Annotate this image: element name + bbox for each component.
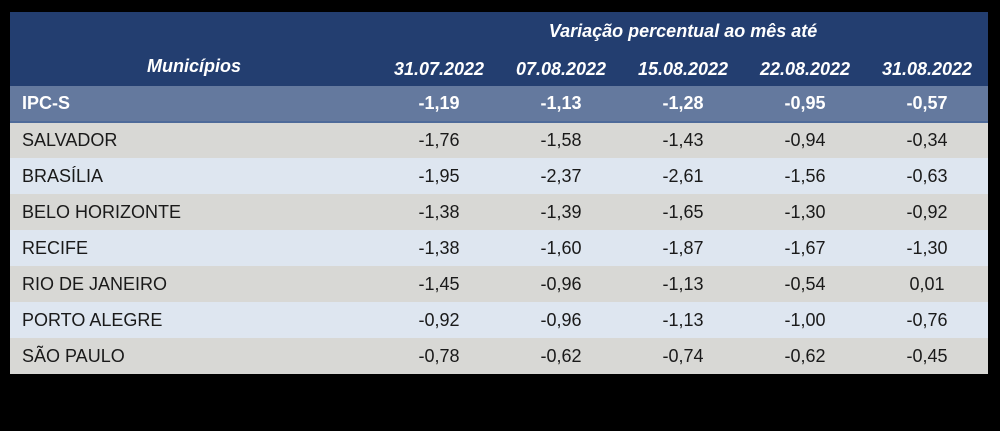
cell-value: -1,38 bbox=[378, 194, 500, 230]
row-label: IPC-S bbox=[10, 86, 378, 123]
cell-value: -2,37 bbox=[500, 158, 622, 194]
row-label: PORTO ALEGRE bbox=[10, 302, 378, 338]
cell-value: -1,00 bbox=[744, 302, 866, 338]
cell-value: -0,92 bbox=[378, 302, 500, 338]
cell-value: -2,61 bbox=[622, 158, 744, 194]
row-label: SALVADOR bbox=[10, 122, 378, 158]
column-header-date-4: 22.08.2022 bbox=[744, 50, 866, 86]
cell-value: -1,19 bbox=[378, 86, 500, 123]
cell-value: -0,96 bbox=[500, 302, 622, 338]
row-label: BELO HORIZONTE bbox=[10, 194, 378, 230]
cell-value: -0,95 bbox=[744, 86, 866, 123]
cell-value: -1,13 bbox=[622, 266, 744, 302]
cell-value: -0,63 bbox=[866, 158, 989, 194]
table-row-recife: RECIFE -1,38 -1,60 -1,87 -1,67 -1,30 bbox=[10, 230, 989, 266]
cell-value: -1,45 bbox=[378, 266, 500, 302]
cell-value: -1,28 bbox=[622, 86, 744, 123]
cell-value: -1,87 bbox=[622, 230, 744, 266]
column-header-date-1: 31.07.2022 bbox=[378, 50, 500, 86]
table-row-porto-alegre: PORTO ALEGRE -0,92 -0,96 -1,13 -1,00 -0,… bbox=[10, 302, 989, 338]
cell-value: -1,30 bbox=[744, 194, 866, 230]
ipcs-municipios-table: Municípios Variação percentual ao mês at… bbox=[10, 12, 989, 374]
table-row-belo-horizonte: BELO HORIZONTE -1,38 -1,39 -1,65 -1,30 -… bbox=[10, 194, 989, 230]
table-row-ipcs: IPC-S -1,19 -1,13 -1,28 -0,95 -0,57 bbox=[10, 86, 989, 123]
cell-value: -0,92 bbox=[866, 194, 989, 230]
table-row-sao-paulo: SÃO PAULO -0,78 -0,62 -0,74 -0,62 -0,45 bbox=[10, 338, 989, 374]
cell-value: -1,67 bbox=[744, 230, 866, 266]
row-label: RECIFE bbox=[10, 230, 378, 266]
table-header: Municípios Variação percentual ao mês at… bbox=[10, 12, 989, 86]
row-label: BRASÍLIA bbox=[10, 158, 378, 194]
cell-value: -0,34 bbox=[866, 122, 989, 158]
cell-value: -1,58 bbox=[500, 122, 622, 158]
cell-value: -0,78 bbox=[378, 338, 500, 374]
cell-value: -1,56 bbox=[744, 158, 866, 194]
cell-value: -0,62 bbox=[744, 338, 866, 374]
cell-value: -1,65 bbox=[622, 194, 744, 230]
cell-value: -0,62 bbox=[500, 338, 622, 374]
column-header-municipios: Municípios bbox=[10, 12, 378, 86]
cell-value: -0,94 bbox=[744, 122, 866, 158]
table-row-rio-de-janeiro: RIO DE JANEIRO -1,45 -0,96 -1,13 -0,54 0… bbox=[10, 266, 989, 302]
cell-value: -0,96 bbox=[500, 266, 622, 302]
row-label: RIO DE JANEIRO bbox=[10, 266, 378, 302]
cell-value: -0,76 bbox=[866, 302, 989, 338]
cell-value: -1,76 bbox=[378, 122, 500, 158]
cell-value: 0,01 bbox=[866, 266, 989, 302]
cell-value: -1,38 bbox=[378, 230, 500, 266]
column-header-date-3: 15.08.2022 bbox=[622, 50, 744, 86]
cell-value: -1,60 bbox=[500, 230, 622, 266]
row-label: SÃO PAULO bbox=[10, 338, 378, 374]
cell-value: -0,57 bbox=[866, 86, 989, 123]
cell-value: -0,54 bbox=[744, 266, 866, 302]
cell-value: -1,13 bbox=[500, 86, 622, 123]
table-group-title: Variação percentual ao mês até bbox=[378, 12, 989, 50]
column-header-date-5: 31.08.2022 bbox=[866, 50, 989, 86]
column-header-date-2: 07.08.2022 bbox=[500, 50, 622, 86]
cell-value: -1,30 bbox=[866, 230, 989, 266]
table-row-brasilia: BRASÍLIA -1,95 -2,37 -2,61 -1,56 -0,63 bbox=[10, 158, 989, 194]
cell-value: -0,45 bbox=[866, 338, 989, 374]
cell-value: -0,74 bbox=[622, 338, 744, 374]
cell-value: -1,13 bbox=[622, 302, 744, 338]
cell-value: -1,95 bbox=[378, 158, 500, 194]
cell-value: -1,39 bbox=[500, 194, 622, 230]
table-row-salvador: SALVADOR -1,76 -1,58 -1,43 -0,94 -0,34 bbox=[10, 122, 989, 158]
cell-value: -1,43 bbox=[622, 122, 744, 158]
